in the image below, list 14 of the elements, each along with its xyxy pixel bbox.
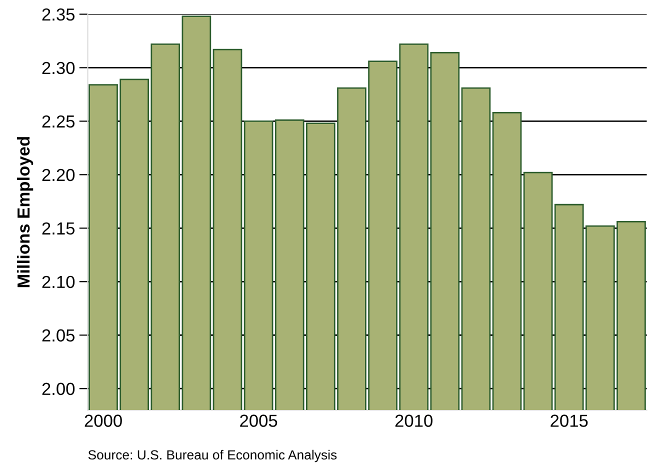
x-tick-label: 2005 — [240, 414, 278, 427]
source-note: Source: U.S. Bureau of Economic Analysis — [88, 450, 337, 462]
y-tick-label: 2.20 — [42, 168, 75, 182]
y-tick-label: 2.15 — [42, 222, 75, 235]
y-tick-label: 2.35 — [42, 8, 75, 21]
y-axis-title: Millions Employed — [16, 137, 34, 288]
y-tick-label: 2.05 — [42, 329, 75, 342]
x-tick-label: 2010 — [395, 414, 432, 427]
x-tick-label: 2015 — [550, 414, 588, 427]
y-tick-label: 2.25 — [42, 115, 75, 128]
y-tick-label: 2.10 — [42, 276, 75, 288]
x-tick-label: 2000 — [84, 414, 122, 427]
y-tick-label: 2.30 — [42, 62, 75, 74]
y-tick-label: 2.00 — [42, 382, 75, 396]
